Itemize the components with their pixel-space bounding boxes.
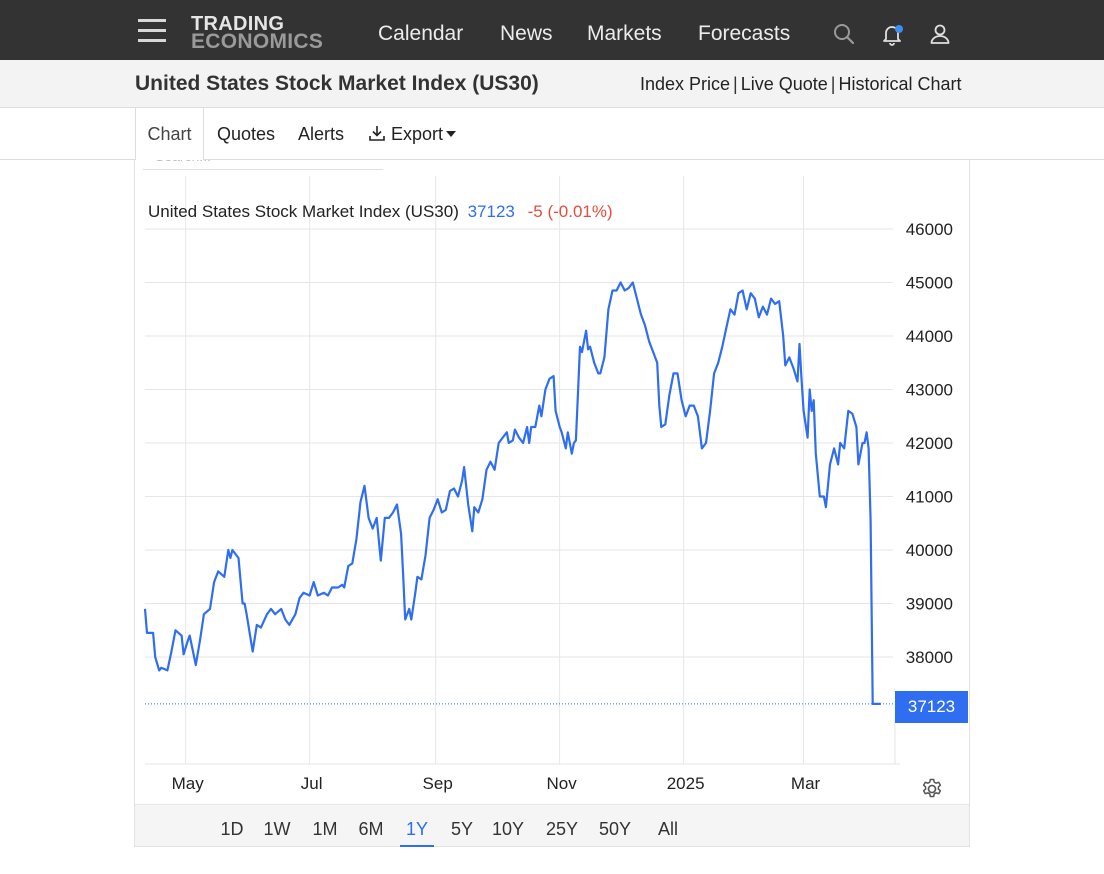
tab-export[interactable]: Export <box>368 108 457 160</box>
y-tick-label: 39000 <box>906 595 953 614</box>
y-tick-label: 38000 <box>906 648 953 667</box>
last-price-badge: 37123 <box>895 691 968 723</box>
range-button-1m[interactable]: 1M <box>312 819 338 839</box>
logo-line-1: TRADING <box>191 13 285 35</box>
page-title: United States Stock Market Index (US30) <box>135 72 539 95</box>
export-label: Export <box>391 124 444 144</box>
top-navbar: TRADING ECONOMICS Calendar News Markets … <box>0 0 1104 60</box>
chart-title-row: United States Stock Market Index (US30) … <box>148 202 613 222</box>
link-live-quote[interactable]: Live Quote <box>740 74 828 94</box>
y-tick-label: 41000 <box>906 488 953 507</box>
user-icon[interactable] <box>928 22 952 46</box>
y-tick-label: 44000 <box>906 327 953 346</box>
range-button-50y[interactable]: 50Y <box>598 819 632 839</box>
range-button-all[interactable]: All <box>657 819 678 839</box>
y-tick-label: 42000 <box>906 434 953 453</box>
bell-icon[interactable] <box>880 22 904 46</box>
x-axis: May Jul Sep Nov 2025 Mar <box>172 774 821 793</box>
x-tick-label: May <box>172 774 205 793</box>
nav-markets[interactable]: Markets <box>587 22 662 45</box>
chart-current-value: 37123 <box>467 202 515 221</box>
link-historical-chart[interactable]: Historical Chart <box>838 74 962 94</box>
y-axis: 38000 39000 40000 41000 42000 43000 44000 45000… <box>906 220 953 667</box>
y-tick-label: 40000 <box>906 541 953 560</box>
nav-calendar[interactable]: Calendar <box>378 22 464 45</box>
logo-line-2: ECONOMICS <box>191 30 324 53</box>
x-tick-label: 2025 <box>667 774 705 793</box>
y-tick-label: 43000 <box>906 381 953 400</box>
chart-container <box>134 160 970 847</box>
link-index-price[interactable]: Index Price <box>640 74 731 94</box>
x-tick-label: Mar <box>791 774 821 793</box>
range-button-5y[interactable]: 5Y <box>450 819 474 839</box>
separator: | <box>830 74 836 94</box>
y-tick-label: 45000 <box>906 274 953 293</box>
range-button-6m[interactable]: 6M <box>358 819 384 839</box>
menu-icon[interactable] <box>138 19 166 43</box>
chart-title: United States Stock Market Index (US30) <box>148 202 459 221</box>
x-tick-label: Sep <box>423 774 453 793</box>
range-button-1y[interactable]: 1Y <box>400 805 434 847</box>
chart-change: -5 (-0.01%) <box>527 202 613 221</box>
range-button-1d[interactable]: 1D <box>220 819 244 839</box>
logo[interactable]: TRADING ECONOMICS <box>191 13 324 53</box>
series-line <box>143 281 881 705</box>
subheader-links: Index Price | Live Quote | Historical Chart <box>640 74 962 95</box>
chevron-down-icon <box>446 130 457 137</box>
tab-bar: Chart Quotes Alerts Export <box>0 108 1104 160</box>
x-tick-label: Jul <box>301 774 323 793</box>
subheader: United States Stock Market Index (US30) … <box>0 60 1104 108</box>
tab-alerts[interactable]: Alerts <box>298 124 345 144</box>
nav-news[interactable]: News <box>500 22 553 45</box>
separator: | <box>733 74 738 94</box>
notification-dot <box>895 25 903 33</box>
chart-grid <box>145 176 900 765</box>
download-icon <box>369 126 385 141</box>
tab-quotes[interactable]: Quotes <box>217 124 276 144</box>
range-button-1w[interactable]: 1W <box>263 819 291 839</box>
nav-forecasts[interactable]: Forecasts <box>698 22 791 45</box>
range-selector: 1D 1W 1M 6M 1Y 5Y 10Y 25Y 50Y All <box>135 804 969 847</box>
range-button-10y[interactable]: 10Y <box>491 819 525 839</box>
x-tick-label: Nov <box>547 774 578 793</box>
search-icon[interactable] <box>832 22 856 46</box>
range-button-25y[interactable]: 25Y <box>545 819 579 839</box>
tab-chart[interactable]: Chart <box>135 108 204 160</box>
y-tick-label: 46000 <box>906 220 953 239</box>
gear-icon[interactable] <box>920 777 944 801</box>
